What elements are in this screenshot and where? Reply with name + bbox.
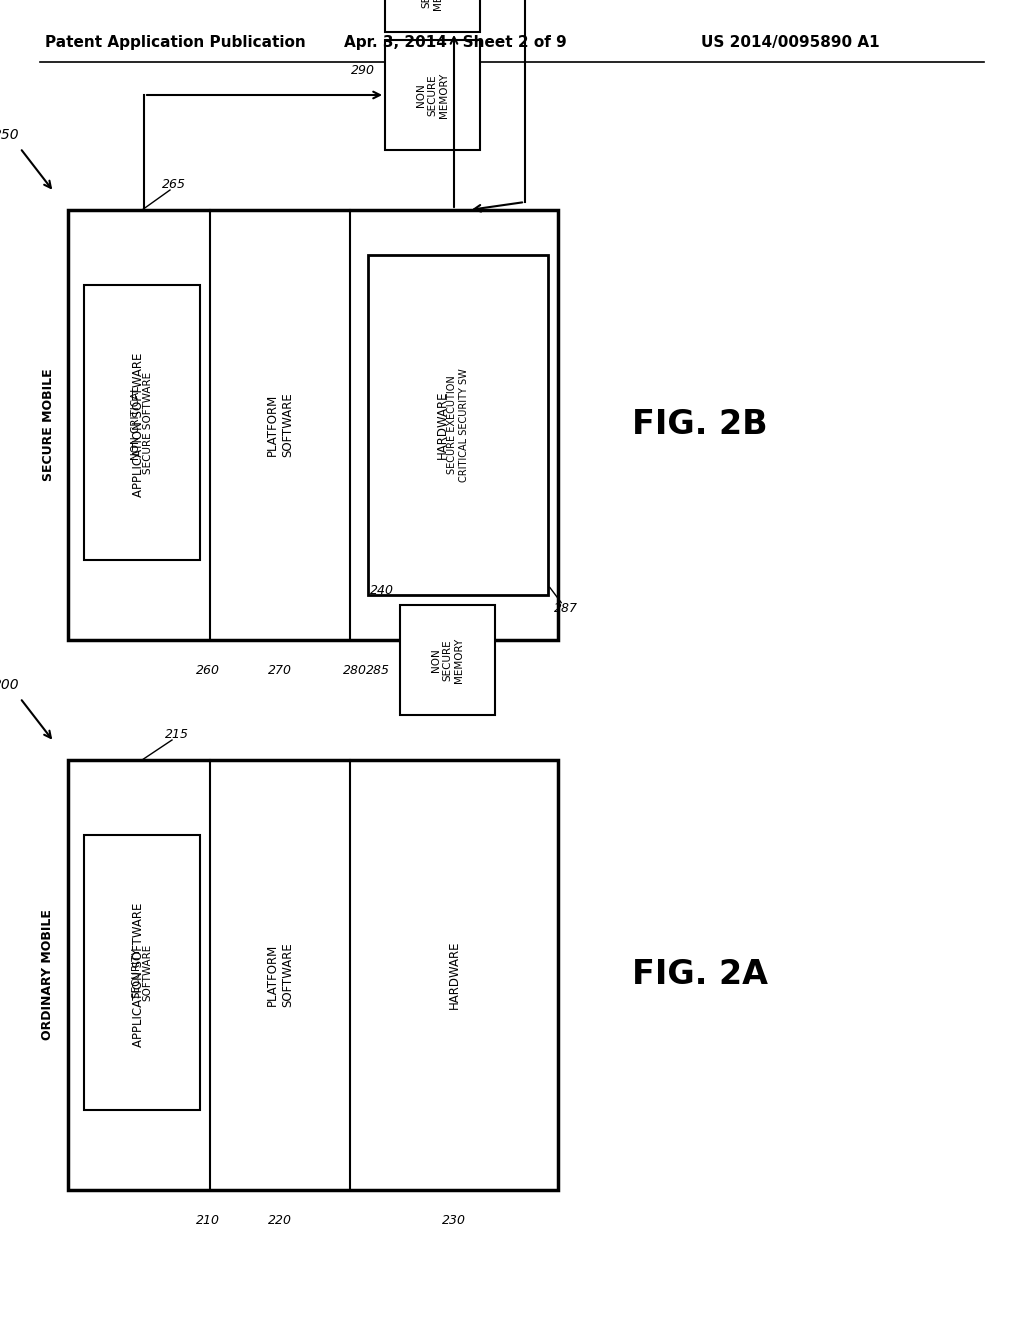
Text: FIG. 2A: FIG. 2A xyxy=(632,958,768,991)
Text: 280: 280 xyxy=(343,664,367,676)
Text: 215: 215 xyxy=(165,729,189,742)
Text: APPLICATION SOFTWARE: APPLICATION SOFTWARE xyxy=(132,352,145,498)
Text: 270: 270 xyxy=(268,664,292,676)
Text: 210: 210 xyxy=(196,1213,220,1226)
Bar xyxy=(84,285,200,560)
Text: FIG. 2B: FIG. 2B xyxy=(632,408,768,441)
Text: NON
SECURE
MEMORY: NON SECURE MEMORY xyxy=(416,73,450,117)
Text: 200: 200 xyxy=(0,678,19,692)
Text: 287: 287 xyxy=(554,602,578,615)
Bar xyxy=(84,836,200,1110)
Text: SECURE
MEMORY: SECURE MEMORY xyxy=(422,0,443,9)
Text: PLATFORM
SOFTWARE: PLATFORM SOFTWARE xyxy=(266,942,294,1007)
Text: Patent Application Publication: Patent Application Publication xyxy=(45,34,305,49)
Text: 290: 290 xyxy=(351,63,375,77)
Text: HARDWARE: HARDWARE xyxy=(447,941,461,1010)
Bar xyxy=(68,760,558,1191)
Text: 265: 265 xyxy=(162,178,186,191)
Bar xyxy=(368,255,548,595)
Bar xyxy=(385,0,480,32)
Text: 285: 285 xyxy=(366,664,390,676)
Text: PLATFORM
SOFTWARE: PLATFORM SOFTWARE xyxy=(266,392,294,457)
Bar xyxy=(400,605,495,715)
Text: 260: 260 xyxy=(196,664,220,676)
Text: US 2014/0095890 A1: US 2014/0095890 A1 xyxy=(700,34,880,49)
Text: NON
SECURE
MEMORY: NON SECURE MEMORY xyxy=(431,638,464,682)
Text: SECURITY
SOFTWARE: SECURITY SOFTWARE xyxy=(131,944,153,1001)
Bar xyxy=(385,40,480,150)
Text: 220: 220 xyxy=(268,1213,292,1226)
Text: NON CRITICAL
SECURE SOFTWARE: NON CRITICAL SECURE SOFTWARE xyxy=(131,371,153,474)
Bar xyxy=(68,210,558,640)
Text: 230: 230 xyxy=(442,1213,466,1226)
Text: HARDWARE: HARDWARE xyxy=(435,391,449,459)
Text: 240: 240 xyxy=(370,585,394,598)
Text: Apr. 3, 2014   Sheet 2 of 9: Apr. 3, 2014 Sheet 2 of 9 xyxy=(344,34,566,49)
Text: ORDINARY MOBILE: ORDINARY MOBILE xyxy=(42,909,54,1040)
Text: APPLICATION SOFTWARE: APPLICATION SOFTWARE xyxy=(132,903,145,1047)
Text: SECURE MOBILE: SECURE MOBILE xyxy=(42,368,54,482)
Text: 250: 250 xyxy=(0,128,19,143)
Text: SECURE EXECUTION
CRITICAL SECURITY SW: SECURE EXECUTION CRITICAL SECURITY SW xyxy=(447,368,469,482)
